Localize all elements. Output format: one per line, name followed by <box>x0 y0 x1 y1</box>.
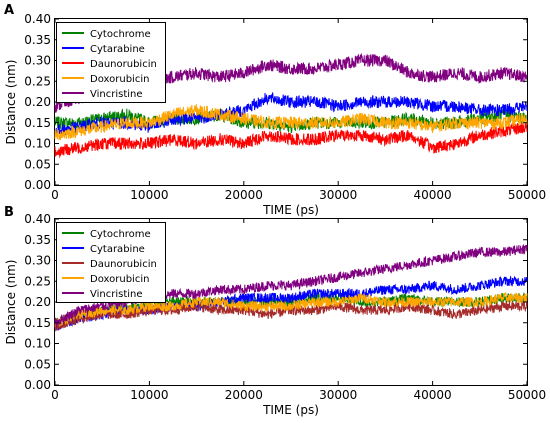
y-tick-label: 0.30 <box>24 54 51 68</box>
y-tick-label: 0.40 <box>24 212 51 226</box>
y-tick-label: 0.25 <box>24 274 51 288</box>
y-tick-label: 0.30 <box>24 254 51 268</box>
y-tick-label: 0.25 <box>24 74 51 88</box>
y-tick-label: 0.10 <box>24 337 51 351</box>
x-tick-label: 30000 <box>319 388 357 402</box>
x-tick-label: 10000 <box>130 188 168 202</box>
y-tick-label: 0.40 <box>24 12 51 26</box>
series-group-b <box>54 243 528 332</box>
y-tick-label: 0.20 <box>24 95 51 109</box>
y-tick-label: 0.05 <box>24 157 51 171</box>
y-tick-label: 0.35 <box>24 233 51 247</box>
x-tick-label: 0 <box>51 388 59 402</box>
legend-a: Cytochrome Cytarabine Daunorubicin Doxorubi… <box>56 22 166 103</box>
legend-label-daunorubicin: Daunorubicin <box>90 259 157 270</box>
panel-label-a: A <box>4 3 14 18</box>
legend-label-cytochrome: Cytochrome <box>90 29 151 40</box>
series-line-daunorubicin <box>54 121 528 159</box>
y-tick-label: 0.15 <box>24 116 51 130</box>
plot-frame-a <box>54 18 528 186</box>
legend-label-vincristine: Vincristine <box>90 289 143 300</box>
plot-frame-b <box>54 218 528 386</box>
series-line-doxorubicin <box>54 104 528 141</box>
y-axis-a: 0.00 0.05 0.10 0.15 0.20 0.25 0.30 0.35 0.40 <box>24 12 527 192</box>
legend-label-vincristine: Vincristine <box>90 89 143 100</box>
x-tick-label: 20000 <box>225 188 263 202</box>
y-tick-label: 0.20 <box>24 295 51 309</box>
legend-label-cytochrome: Cytochrome <box>90 229 151 240</box>
x-tick-label: 50000 <box>508 388 546 402</box>
y-axis-label-b: Distance (nm) <box>4 260 18 345</box>
y-tick-label: 0.00 <box>24 178 51 192</box>
x-axis-b: 0 10000 20000 30000 40000 50000 <box>51 219 546 402</box>
x-tick-label: 30000 <box>319 188 357 202</box>
x-tick-label: 40000 <box>414 388 452 402</box>
x-tick-label: 50000 <box>508 188 546 202</box>
x-tick-label: 20000 <box>225 388 263 402</box>
y-tick-label: 0.00 <box>24 378 51 392</box>
y-tick-label: 0.05 <box>24 357 51 371</box>
legend-b: Cytochrome Cytarabine Daunorubicin Doxorubi… <box>56 222 166 303</box>
x-tick-label: 10000 <box>130 388 168 402</box>
y-tick-label: 0.10 <box>24 137 51 151</box>
panel-b: B 0 10000 20000 30000 40000 50000 0.00 0.05 0.1… <box>4 205 546 417</box>
panel-a: A 0 10000 20000 30000 40000 50000 0.00 0.05 0.1… <box>4 3 546 217</box>
y-axis-label-a: Distance (nm) <box>4 60 18 145</box>
x-axis-a: 0 10000 20000 30000 40000 50000 <box>51 19 546 202</box>
x-tick-label: 0 <box>51 188 59 202</box>
x-axis-label-a: TIME (ps) <box>262 203 319 217</box>
legend-label-daunorubicin: Daunorubicin <box>90 59 157 70</box>
panel-label-b: B <box>4 205 14 220</box>
legend-label-cytarabine: Cytarabine <box>90 44 145 55</box>
x-axis-label-b: TIME (ps) <box>262 403 319 417</box>
y-tick-label: 0.35 <box>24 33 51 47</box>
x-tick-label: 40000 <box>414 188 452 202</box>
series-line-doxorubicin <box>54 291 528 328</box>
legend-label-doxorubicin: Doxorubicin <box>90 274 149 285</box>
legend-label-cytarabine: Cytarabine <box>90 244 145 255</box>
y-tick-label: 0.15 <box>24 316 51 330</box>
legend-label-doxorubicin: Doxorubicin <box>90 74 149 85</box>
